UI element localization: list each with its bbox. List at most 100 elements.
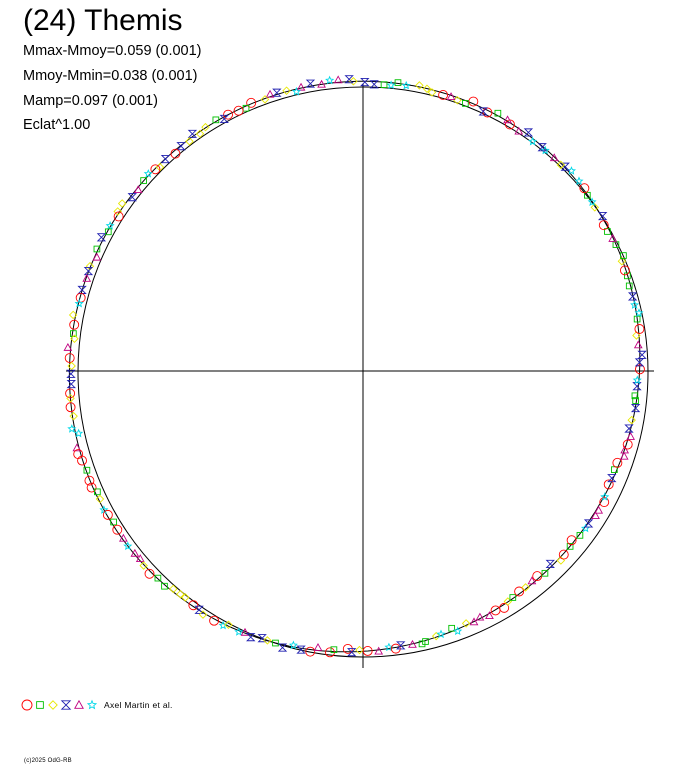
diamond-marker bbox=[427, 88, 437, 97]
triangle-marker bbox=[527, 576, 537, 585]
diamond-marker bbox=[627, 415, 636, 425]
triangle-marker bbox=[135, 554, 145, 562]
diamond-marker bbox=[117, 199, 127, 208]
bowtie-marker bbox=[66, 380, 76, 389]
square-marker bbox=[541, 569, 549, 577]
star-marker bbox=[288, 640, 298, 650]
diamond-marker bbox=[48, 700, 58, 710]
triangle-marker bbox=[92, 252, 102, 261]
bowtie-marker bbox=[272, 88, 282, 97]
diamond-marker bbox=[198, 610, 208, 619]
star-marker bbox=[386, 80, 396, 90]
star-marker bbox=[632, 375, 642, 385]
square-marker bbox=[462, 100, 469, 107]
square-marker bbox=[93, 245, 101, 253]
diamond-marker bbox=[521, 583, 530, 592]
triangle-marker bbox=[594, 505, 604, 514]
triangle-marker bbox=[591, 511, 600, 520]
stat-amplitude: Mamp=0.097 (0.001) bbox=[23, 93, 159, 109]
triangle-marker bbox=[374, 646, 384, 655]
circle-marker bbox=[634, 324, 645, 334]
star-marker bbox=[325, 75, 335, 85]
square-marker bbox=[242, 104, 250, 112]
triangle-marker bbox=[333, 75, 343, 84]
diamond-marker bbox=[181, 593, 190, 602]
square-marker bbox=[272, 639, 279, 647]
circle-marker bbox=[612, 457, 623, 468]
bowtie-marker bbox=[305, 79, 316, 88]
bowtie-marker bbox=[607, 474, 617, 483]
bowtie-marker bbox=[478, 107, 488, 116]
square-marker bbox=[154, 574, 162, 582]
circle-marker bbox=[566, 535, 577, 546]
star-marker bbox=[67, 424, 77, 433]
star-marker bbox=[291, 86, 302, 96]
circle-marker bbox=[499, 602, 510, 613]
star-marker bbox=[528, 136, 538, 146]
diamond-marker bbox=[431, 631, 441, 641]
square-marker bbox=[140, 177, 147, 184]
circle-marker bbox=[112, 524, 123, 535]
star-marker bbox=[401, 80, 411, 90]
square-marker bbox=[104, 228, 112, 236]
diamond-marker bbox=[185, 137, 194, 146]
triangle-marker bbox=[74, 699, 84, 709]
data-points bbox=[63, 75, 647, 658]
diamond-marker bbox=[195, 129, 205, 139]
bowtie-marker bbox=[624, 424, 634, 433]
triangle-marker bbox=[72, 443, 82, 452]
square-marker bbox=[625, 282, 633, 290]
diamond-marker bbox=[415, 81, 424, 90]
star-marker bbox=[540, 145, 550, 155]
circle-marker bbox=[233, 105, 244, 116]
circle-marker bbox=[579, 183, 590, 194]
diamond-marker bbox=[66, 394, 75, 403]
stat-eclat: Eclat^1.00 bbox=[23, 117, 91, 133]
bowtie-marker bbox=[369, 80, 379, 89]
triangle-marker bbox=[82, 273, 92, 282]
bowtie-marker bbox=[77, 285, 87, 294]
triangle-marker bbox=[514, 126, 524, 135]
circle-marker bbox=[438, 90, 449, 100]
page-title: (24) Themis bbox=[23, 4, 183, 37]
circle-marker bbox=[113, 211, 124, 222]
square-marker bbox=[509, 594, 517, 601]
circle-marker bbox=[622, 439, 633, 450]
star-marker bbox=[105, 221, 115, 230]
circle-marker bbox=[634, 364, 645, 375]
bowtie-marker bbox=[296, 645, 306, 654]
triangle-marker bbox=[633, 340, 643, 349]
circle-marker bbox=[65, 402, 76, 413]
square-marker bbox=[604, 228, 611, 235]
triangle-marker bbox=[626, 432, 635, 440]
diamond-marker bbox=[67, 361, 76, 371]
square-marker bbox=[110, 518, 117, 526]
diamond-marker bbox=[169, 584, 178, 594]
reference-circle bbox=[77, 86, 649, 658]
square-marker bbox=[620, 252, 627, 259]
diamond-marker bbox=[260, 95, 270, 104]
star-marker bbox=[600, 492, 610, 501]
legend-label: Axel Martin et al. bbox=[104, 700, 173, 710]
circle-marker bbox=[223, 109, 234, 120]
bowtie-marker bbox=[523, 128, 534, 137]
copyright: (c)2025 OdG-RB bbox=[24, 758, 72, 764]
circle-marker bbox=[64, 353, 75, 363]
diamond-marker bbox=[422, 84, 432, 93]
circle-marker bbox=[468, 96, 479, 107]
circle-marker bbox=[246, 97, 257, 108]
bowtie-marker bbox=[627, 292, 638, 301]
circle-marker bbox=[102, 509, 113, 520]
square-marker bbox=[36, 701, 44, 709]
bowtie-marker bbox=[187, 129, 198, 138]
circle-marker bbox=[21, 699, 33, 711]
bowtie-marker bbox=[160, 154, 171, 164]
bowtie-marker bbox=[83, 266, 94, 276]
diamond-marker bbox=[68, 310, 78, 320]
square-marker bbox=[94, 488, 101, 496]
bowtie-marker bbox=[257, 634, 267, 643]
legend: Axel Martin et al. bbox=[20, 698, 173, 712]
circle-marker bbox=[150, 164, 161, 175]
square-marker bbox=[212, 116, 220, 124]
square-marker bbox=[624, 272, 631, 280]
